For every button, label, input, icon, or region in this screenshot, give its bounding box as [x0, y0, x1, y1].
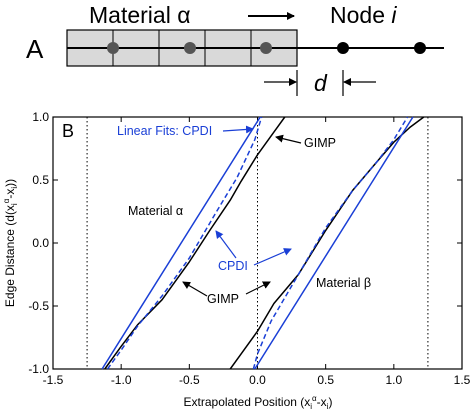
annotation-gimp-top: GIMP [304, 136, 336, 150]
y-tick-label: 1.0 [32, 110, 49, 124]
series-cpdi-beta [252, 116, 409, 370]
series-gimp-beta [229, 116, 425, 370]
material-alpha-title: Material α [89, 2, 191, 28]
material-point [260, 42, 272, 54]
series-fit-alpha [101, 116, 261, 370]
panel-b-label: B [62, 121, 74, 141]
annotation-arrow-cpdi-left [215, 230, 237, 259]
node-point [337, 42, 349, 54]
x-tick-label: 1.0 [385, 373, 402, 387]
panel-a-label: A [26, 34, 44, 64]
x-tick-label: -1.0 [111, 373, 132, 387]
y-axis-ticks: 1.0 0.5 0.0 -0.5 -1.0 [28, 110, 462, 376]
series-fit-beta [254, 116, 414, 370]
annotation-arrow-gimp-bottom-right [245, 281, 271, 295]
x-axis-ticks: -1.5 -1.0 -0.5 0.0 0.5 1.0 1.5 [43, 117, 471, 387]
x-tick-label: -1.5 [43, 373, 64, 387]
annotation-material-beta: Material β [316, 276, 371, 290]
node-point [414, 42, 426, 54]
annotation-gimp-bottom: GIMP [207, 292, 239, 306]
x-tick-label: 0.5 [317, 373, 334, 387]
panel-b-chart: -1.5 -1.0 -0.5 0.0 0.5 1.0 1.5 1.00.50.0-0.5-1… [2, 110, 471, 411]
panel-a: A Material α Node i d [26, 2, 444, 96]
annotation-arrow-linear-fits [222, 125, 254, 134]
annotation-arrow-cpdi-right [253, 248, 292, 266]
y-axis-label: Edge Distance (d(xiα-xi)) [2, 179, 19, 307]
annotation-material-alpha: Material α [128, 204, 183, 218]
x-tick-label: 1.5 [454, 373, 471, 387]
x-tick-label: -0.5 [179, 373, 200, 387]
x-tick-label: 0.0 [249, 373, 266, 387]
spacing-label: d [314, 70, 328, 96]
y-tick-label: -1.0 [28, 362, 49, 376]
y-tick-label: -0.5 [28, 299, 49, 313]
material-point [107, 42, 119, 54]
chart-series [101, 116, 425, 370]
annotation-arrow-gimp-bottom-left [182, 281, 208, 297]
y-tick-label: 0.0 [32, 236, 49, 250]
material-point [184, 42, 196, 54]
annotation-linear-fits: Linear Fits: CPDI [117, 124, 212, 138]
annotation-cpdi: CPDI [218, 259, 248, 273]
annotation-arrow-gimp-top [275, 134, 302, 144]
series-gimp-alpha [104, 116, 286, 370]
y-tick-label: 0.5 [32, 173, 49, 187]
x-axis-label: Extrapolated Position (xiα-xi) [184, 394, 333, 411]
node-title: Node i [330, 2, 397, 28]
series-cpdi-alpha [106, 116, 263, 370]
